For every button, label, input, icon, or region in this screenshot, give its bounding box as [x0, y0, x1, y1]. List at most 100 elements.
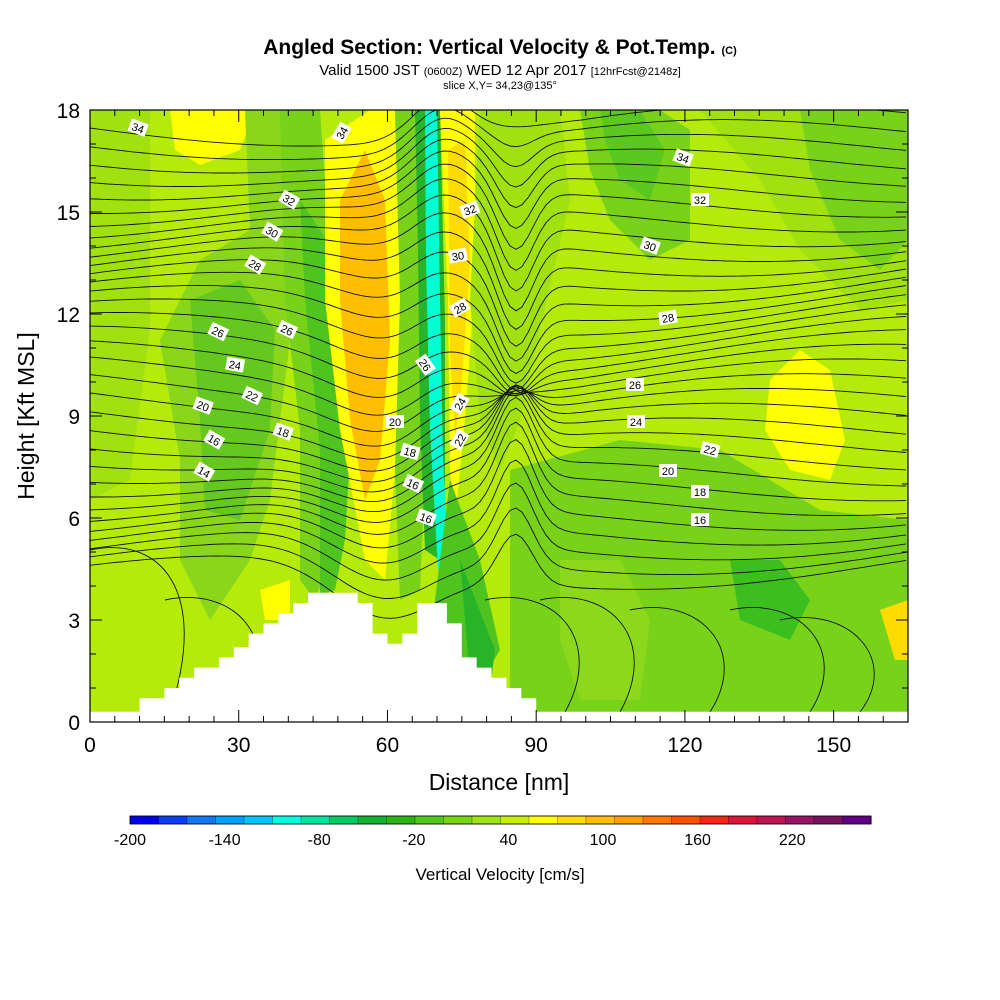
plot-area — [90, 110, 908, 722]
contour-label-box — [691, 513, 709, 526]
contour-label-box — [657, 309, 678, 326]
colorbar-swatch — [500, 815, 530, 825]
contour-label: 20 — [192, 396, 214, 415]
pot-temp-contour-line — [90, 127, 907, 188]
contour-label: 16 — [203, 429, 226, 450]
x-tick-label: 0 — [84, 734, 96, 757]
contour-label-box — [691, 485, 709, 498]
contour-label-box — [272, 422, 294, 441]
contour-label-box — [225, 356, 246, 373]
contour-label-text: 24 — [228, 359, 242, 373]
contour-label: 32 — [459, 200, 481, 219]
x-axis-label: Distance [nm] — [429, 769, 570, 795]
velocity-region — [600, 110, 665, 200]
pot-temp-contour-line — [90, 358, 907, 432]
contour-label-box — [207, 321, 230, 342]
y-tick-label: 6 — [68, 508, 80, 531]
contour-label-box — [449, 392, 470, 415]
pot-temp-contour-line — [90, 396, 907, 513]
pot-temp-contour-line — [539, 597, 635, 713]
y-tick-label: 18 — [57, 100, 80, 123]
contour-label-box — [244, 254, 267, 275]
terrain-mask — [90, 592, 908, 722]
contour-label-text: 26 — [416, 357, 433, 374]
contour-label-text: 22 — [453, 432, 470, 449]
contour-label-box — [386, 415, 404, 428]
y-tick-label: 0 — [68, 712, 80, 735]
contour-label-text: 30 — [451, 250, 465, 264]
pot-temp-contour-line — [90, 163, 907, 250]
colorbar-swatch — [186, 815, 217, 825]
contour-label: 16 — [691, 513, 709, 527]
colorbar-ticks: -200 -140 -80 -20 40 100 160 220 — [114, 832, 806, 849]
colorbar-swatch — [272, 815, 302, 825]
colorbar-swatch — [300, 815, 331, 825]
contour-label-box — [261, 221, 284, 242]
pot-temp-contour-line — [90, 421, 907, 535]
pot-temp-contour-line — [90, 343, 907, 416]
pot-temp-contour-line — [484, 597, 580, 713]
velocity-region — [425, 110, 450, 580]
colorbar-tick-label: -80 — [308, 832, 331, 849]
pot-temp-contour-line — [90, 407, 907, 523]
pot-temp-contour-line — [90, 439, 907, 549]
velocity-region — [470, 110, 570, 470]
contour-label-text: 26 — [629, 380, 641, 392]
contour-label-text: 16 — [404, 477, 420, 493]
contour-label-box — [402, 473, 425, 494]
pot-temp-contour-line — [90, 294, 907, 384]
contour-label-box — [192, 396, 214, 415]
pot-temp-contour-line — [90, 547, 185, 713]
contour-label-text: 16 — [205, 433, 222, 450]
contour-label-text: 18 — [402, 446, 417, 461]
colorbar-tick-label: 100 — [590, 832, 617, 849]
colorbar-swatch — [215, 815, 245, 825]
colorbar-swatch — [471, 815, 502, 825]
contour-label-text: 24 — [453, 396, 470, 413]
colorbar-swatch — [671, 815, 701, 825]
chart-title: Angled Section: Vertical Velocity & Pot.… — [0, 36, 1000, 63]
contour-label: 24 — [627, 415, 645, 429]
contour-label: 30 — [261, 221, 284, 242]
contour-label-box — [672, 148, 694, 167]
y-axis: 0 3 6 9 12 15 18 — [57, 100, 908, 735]
contour-label: 32 — [278, 189, 301, 210]
contour-label: 26 — [626, 378, 644, 392]
colorbar-swatch — [243, 815, 274, 825]
contour-label-box — [331, 121, 352, 144]
contour-label-box — [626, 378, 644, 391]
contour-label-box — [639, 236, 661, 255]
contour-label-box — [127, 118, 149, 137]
contour-label-box — [203, 429, 226, 450]
x-tick-label: 60 — [376, 734, 399, 757]
velocity-region — [395, 110, 425, 600]
contour-label: 34 — [127, 118, 149, 137]
colorbar-swatch — [528, 815, 559, 825]
colorbar-swatch — [785, 815, 815, 825]
colorbar-tick-label: -20 — [402, 832, 425, 849]
contour-label-text: 32 — [694, 195, 706, 207]
contour-label: 18 — [691, 485, 709, 499]
pot-temp-contour-line — [90, 387, 907, 460]
colorbar — [129, 815, 872, 825]
contour-label-box — [659, 464, 677, 477]
contour-label: 20 — [386, 415, 404, 429]
contour-label-box — [241, 385, 264, 406]
contour-label-text: 30 — [642, 239, 658, 254]
colorbar-title: Vertical Velocity [cm/s] — [415, 865, 584, 884]
contour-label-box — [691, 193, 709, 206]
pot-temp-contour-line — [90, 212, 907, 312]
contour-label-text: 14 — [195, 465, 212, 482]
pot-temp-contour-line — [90, 384, 907, 483]
contour-label-text: 26 — [278, 323, 294, 339]
contour-label: 14 — [193, 461, 216, 482]
contour-label-text: 30 — [263, 225, 280, 242]
pot-temp-contour-line — [90, 385, 907, 493]
colorbar-tick-label: 160 — [684, 832, 711, 849]
contour-label-box — [699, 440, 721, 459]
pot-temp-contour-line — [90, 389, 907, 503]
pot-temp-contour-line — [90, 373, 907, 447]
contour-label: 30 — [639, 236, 661, 255]
contour-label: 26 — [414, 353, 436, 376]
